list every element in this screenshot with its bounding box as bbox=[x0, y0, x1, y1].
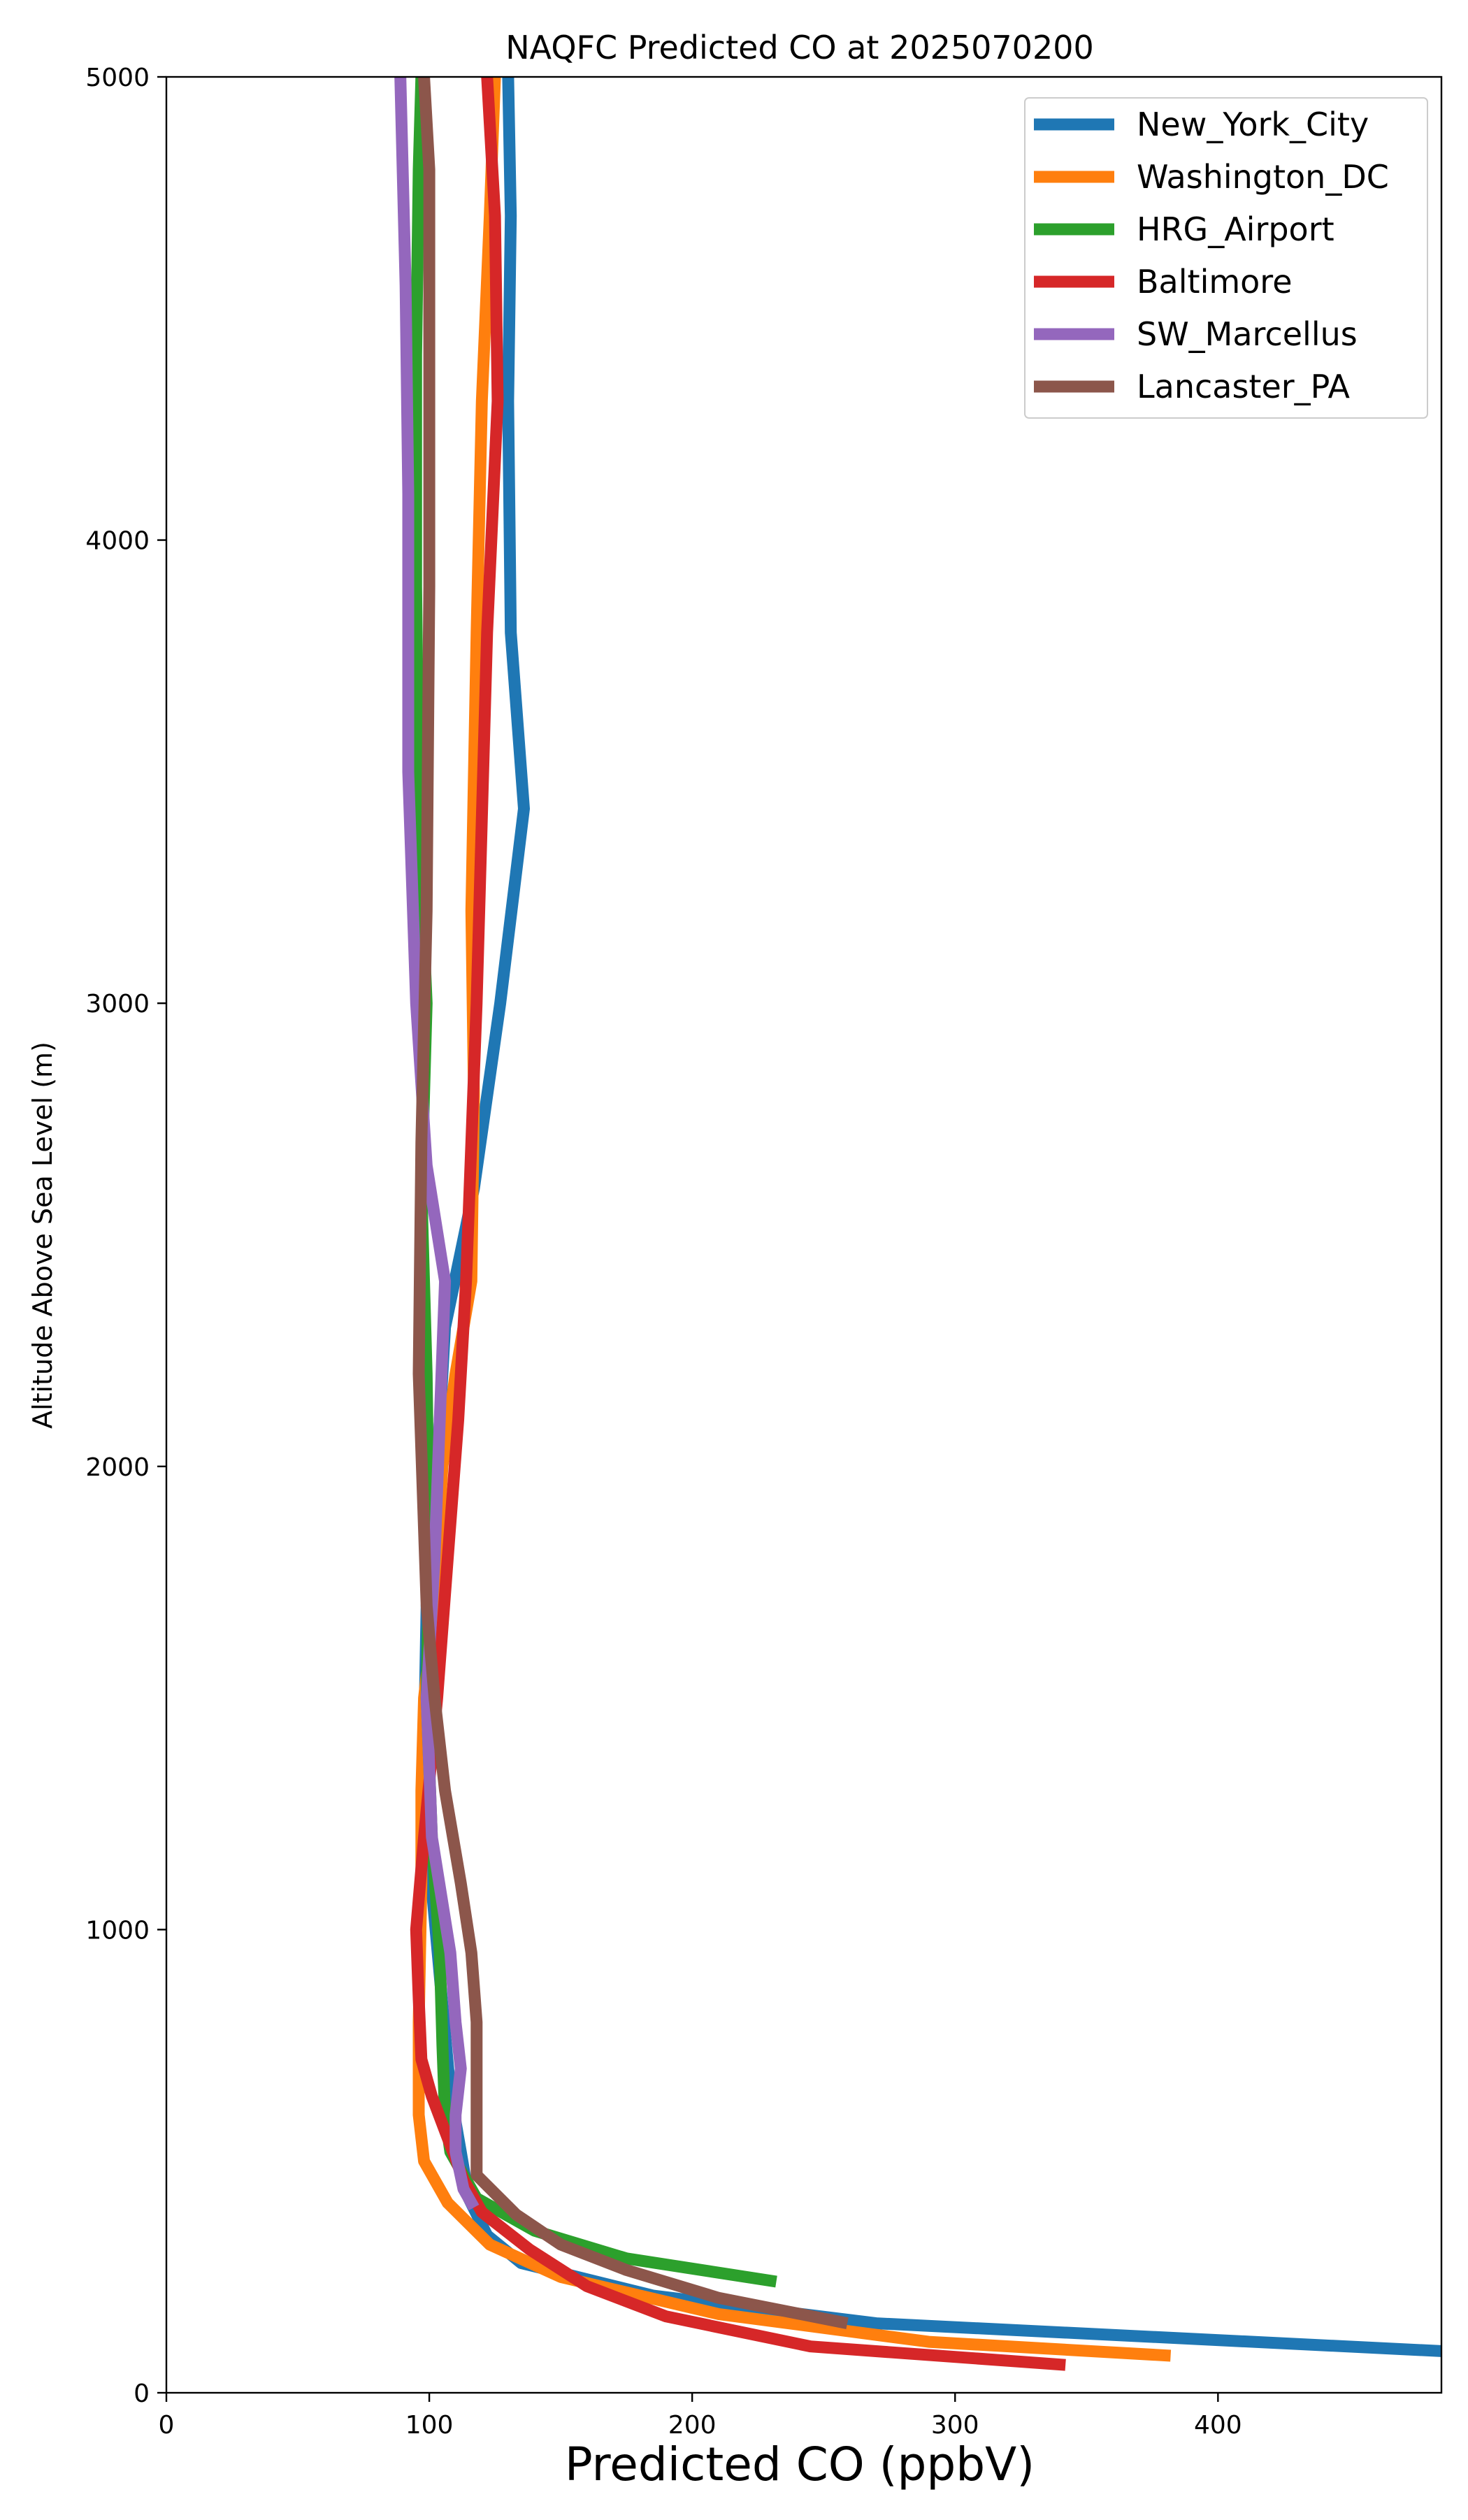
series-line-baltimore bbox=[410, 77, 1066, 2371]
legend-label: Washington_DC bbox=[1137, 158, 1389, 196]
legend-label: HRG_Airport bbox=[1137, 210, 1334, 248]
legend-label: Baltimore bbox=[1137, 263, 1293, 301]
legend-label: New_York_City bbox=[1137, 106, 1369, 143]
legend-label: Lancaster_PA bbox=[1137, 368, 1350, 405]
x-tick-label: 0 bbox=[159, 2411, 175, 2440]
y-tick-label: 2000 bbox=[85, 1453, 150, 1482]
x-tick-label: 100 bbox=[405, 2411, 454, 2440]
legend-label: SW_Marcellus bbox=[1137, 315, 1358, 353]
legend: New_York_City Washington_DC HRG_Airport Bal… bbox=[1024, 97, 1428, 419]
x-tick-label: 300 bbox=[931, 2411, 979, 2440]
y-tick-label: 0 bbox=[134, 2379, 150, 2408]
y-tick-label: 4000 bbox=[85, 527, 150, 556]
y-tick-label: 1000 bbox=[85, 1916, 150, 1945]
legend-box bbox=[1024, 97, 1428, 419]
y-tick-label: 5000 bbox=[85, 64, 150, 92]
y-axis-label: Altitude Above Sea Level (m) bbox=[27, 1042, 58, 1429]
y-tick-label: 3000 bbox=[85, 990, 150, 1018]
x-tick-label: 200 bbox=[668, 2411, 717, 2440]
x-tick-label: 400 bbox=[1194, 2411, 1242, 2440]
series-lines bbox=[394, 77, 1441, 2371]
plot-layer bbox=[394, 77, 1441, 2371]
chart-title: NAQFC Predicted CO at 2025070200 bbox=[505, 29, 1094, 66]
plot-frame bbox=[165, 75, 1443, 2394]
x-axis-label: Predicted CO (ppbV) bbox=[565, 2438, 1035, 2491]
series-line-lancaster-pa bbox=[412, 77, 849, 2329]
